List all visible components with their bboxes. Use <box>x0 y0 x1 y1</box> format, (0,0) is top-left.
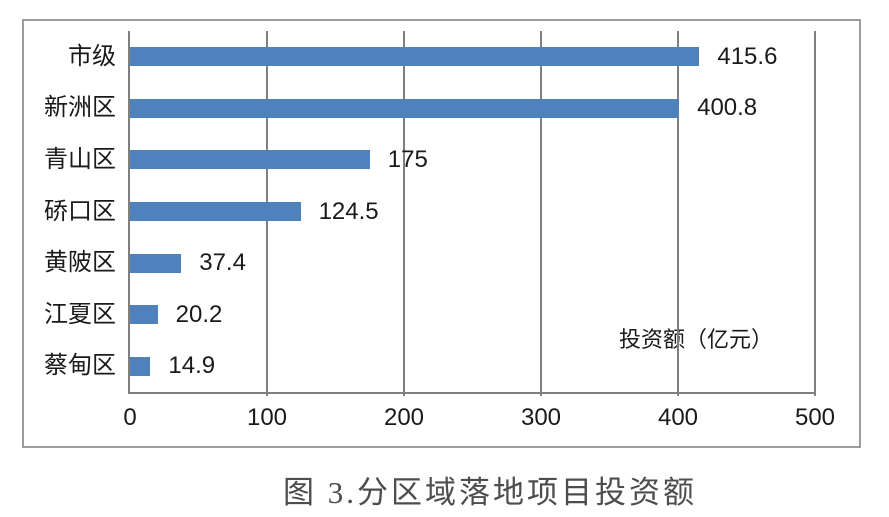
plot-area: 投资额（亿元） 415.6 400.8 175 124.5 37.4 20.2 14.9 <box>128 31 816 396</box>
chart-caption: 图 3.分区域落地项目投资额 <box>283 475 697 510</box>
category-label: 黄陂区 <box>44 249 116 277</box>
category-label: 市级 <box>68 42 116 70</box>
axis-tick <box>266 392 268 396</box>
value-label: 14.9 <box>168 352 216 380</box>
axis-tick <box>814 392 816 396</box>
series-label: 投资额（亿元） <box>619 327 774 352</box>
gridline <box>403 31 405 392</box>
category-label: 硚口区 <box>44 197 116 225</box>
x-tick-label: 300 <box>520 404 562 431</box>
bar <box>130 305 158 325</box>
category-label: 新洲区 <box>44 94 116 122</box>
value-label: 400.8 <box>697 94 758 122</box>
value-label: 20.2 <box>175 300 223 328</box>
gridline <box>677 31 679 392</box>
value-label: 37.4 <box>199 249 246 277</box>
category-label: 青山区 <box>44 145 116 173</box>
chart-frame: 投资额（亿元） 415.6 400.8 175 124.5 37.4 20.2 14.9 0… <box>22 19 861 448</box>
bar <box>130 202 301 221</box>
gridline <box>540 31 542 392</box>
bar <box>130 98 680 118</box>
value-label: 415.6 <box>717 42 778 70</box>
bar <box>130 253 182 273</box>
value-label: 175 <box>387 145 428 173</box>
bar <box>130 356 151 376</box>
axis-tick <box>677 392 679 396</box>
x-tick-label: 0 <box>123 404 137 431</box>
x-tick-label: 100 <box>246 404 288 431</box>
x-tick-label: 500 <box>794 404 836 431</box>
axis-tick <box>403 392 405 396</box>
value-label: 124.5 <box>318 197 379 225</box>
bar <box>130 47 700 67</box>
category-label: 蔡甸区 <box>44 352 116 380</box>
bar <box>130 150 370 170</box>
x-tick-label: 400 <box>657 404 699 431</box>
gridline <box>814 31 816 392</box>
axis-tick <box>540 392 542 396</box>
category-label: 江夏区 <box>44 300 116 328</box>
x-tick-label: 200 <box>383 404 425 431</box>
